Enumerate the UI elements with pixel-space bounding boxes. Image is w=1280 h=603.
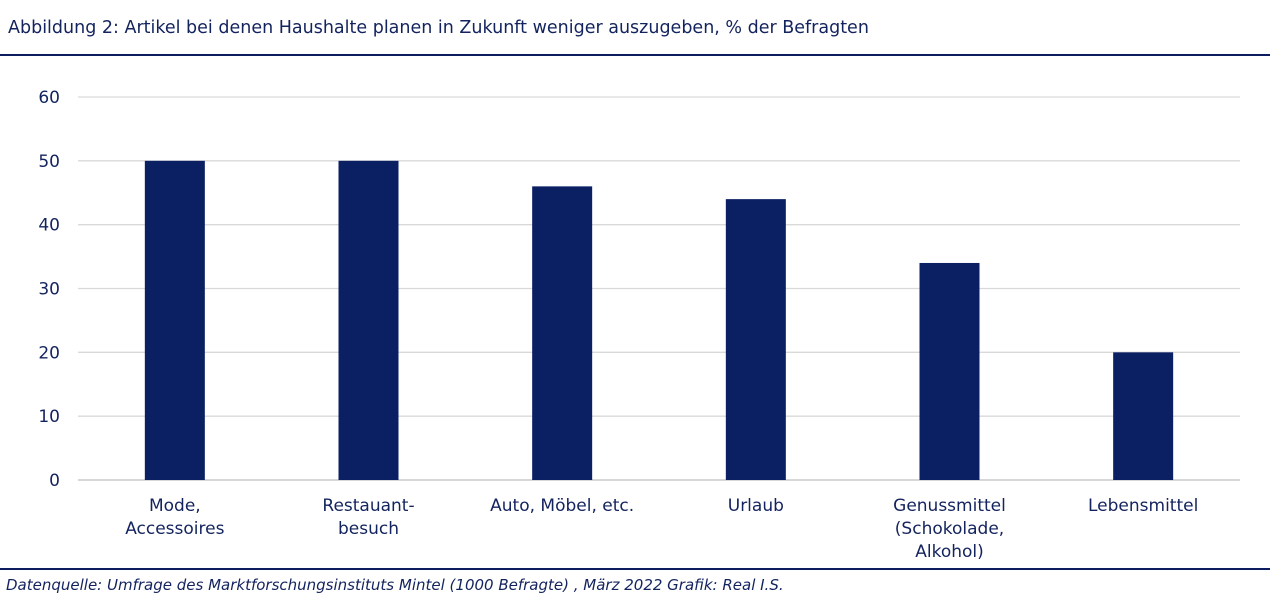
y-tick-label: 40 xyxy=(38,216,60,236)
x-tick-label-line: Lebensmittel xyxy=(1088,496,1198,516)
bar xyxy=(1113,352,1174,480)
x-tick-label: Genussmittel (Schokolade, Alkohol) xyxy=(893,496,1006,562)
y-axis-ticks: 0 10 20 30 40 50 60 xyxy=(38,88,60,491)
y-tick-label: 0 xyxy=(49,471,60,491)
x-axis-labels: Mode, Accessoires Restauant-besuch Auto, Mö… xyxy=(125,496,1198,562)
footer-divider xyxy=(0,568,1270,570)
bars xyxy=(144,160,1174,481)
x-tick-label-line: Mode, xyxy=(149,496,201,516)
y-tick-label: 30 xyxy=(38,280,60,300)
y-tick-label: 20 xyxy=(38,343,60,363)
title-divider xyxy=(0,54,1270,56)
y-tick-label: 10 xyxy=(38,407,60,427)
bar xyxy=(532,186,593,480)
x-tick-label: Mode, Accessoires xyxy=(125,496,224,539)
y-tick-label: 50 xyxy=(38,152,60,172)
x-tick-label-line: Auto, Möbel, etc. xyxy=(490,496,634,516)
source-note: Datenquelle: Umfrage des Marktforschungs… xyxy=(6,576,784,594)
y-tick-label: 60 xyxy=(38,88,60,108)
bar xyxy=(144,160,205,481)
x-tick-label-line: Alkohol) xyxy=(915,542,984,562)
bar-chart: 0 10 20 30 40 50 60 Mode, Accessoires Restauant-… xyxy=(38,88,1240,562)
bar xyxy=(338,160,399,481)
x-tick-label-line: Genussmittel xyxy=(893,496,1006,516)
gridlines xyxy=(78,96,1240,481)
x-tick-label: Lebensmittel xyxy=(1088,496,1198,516)
x-tick-label-line: Accessoires xyxy=(125,519,224,539)
x-tick-label-line: besuch xyxy=(338,519,399,539)
x-tick-label-line: Urlaub xyxy=(728,496,784,516)
x-tick-label: Urlaub xyxy=(728,496,784,516)
x-tick-label-line: (Schokolade, xyxy=(895,519,1004,539)
chart-title: Abbildung 2: Artikel bei denen Haushalte… xyxy=(8,18,869,38)
x-tick-label-line: Restauant- xyxy=(322,496,414,516)
x-tick-label: Restauant-besuch xyxy=(322,496,414,539)
x-tick-label: Auto, Möbel, etc. xyxy=(490,496,634,516)
bar xyxy=(919,262,980,480)
bar xyxy=(725,199,786,480)
